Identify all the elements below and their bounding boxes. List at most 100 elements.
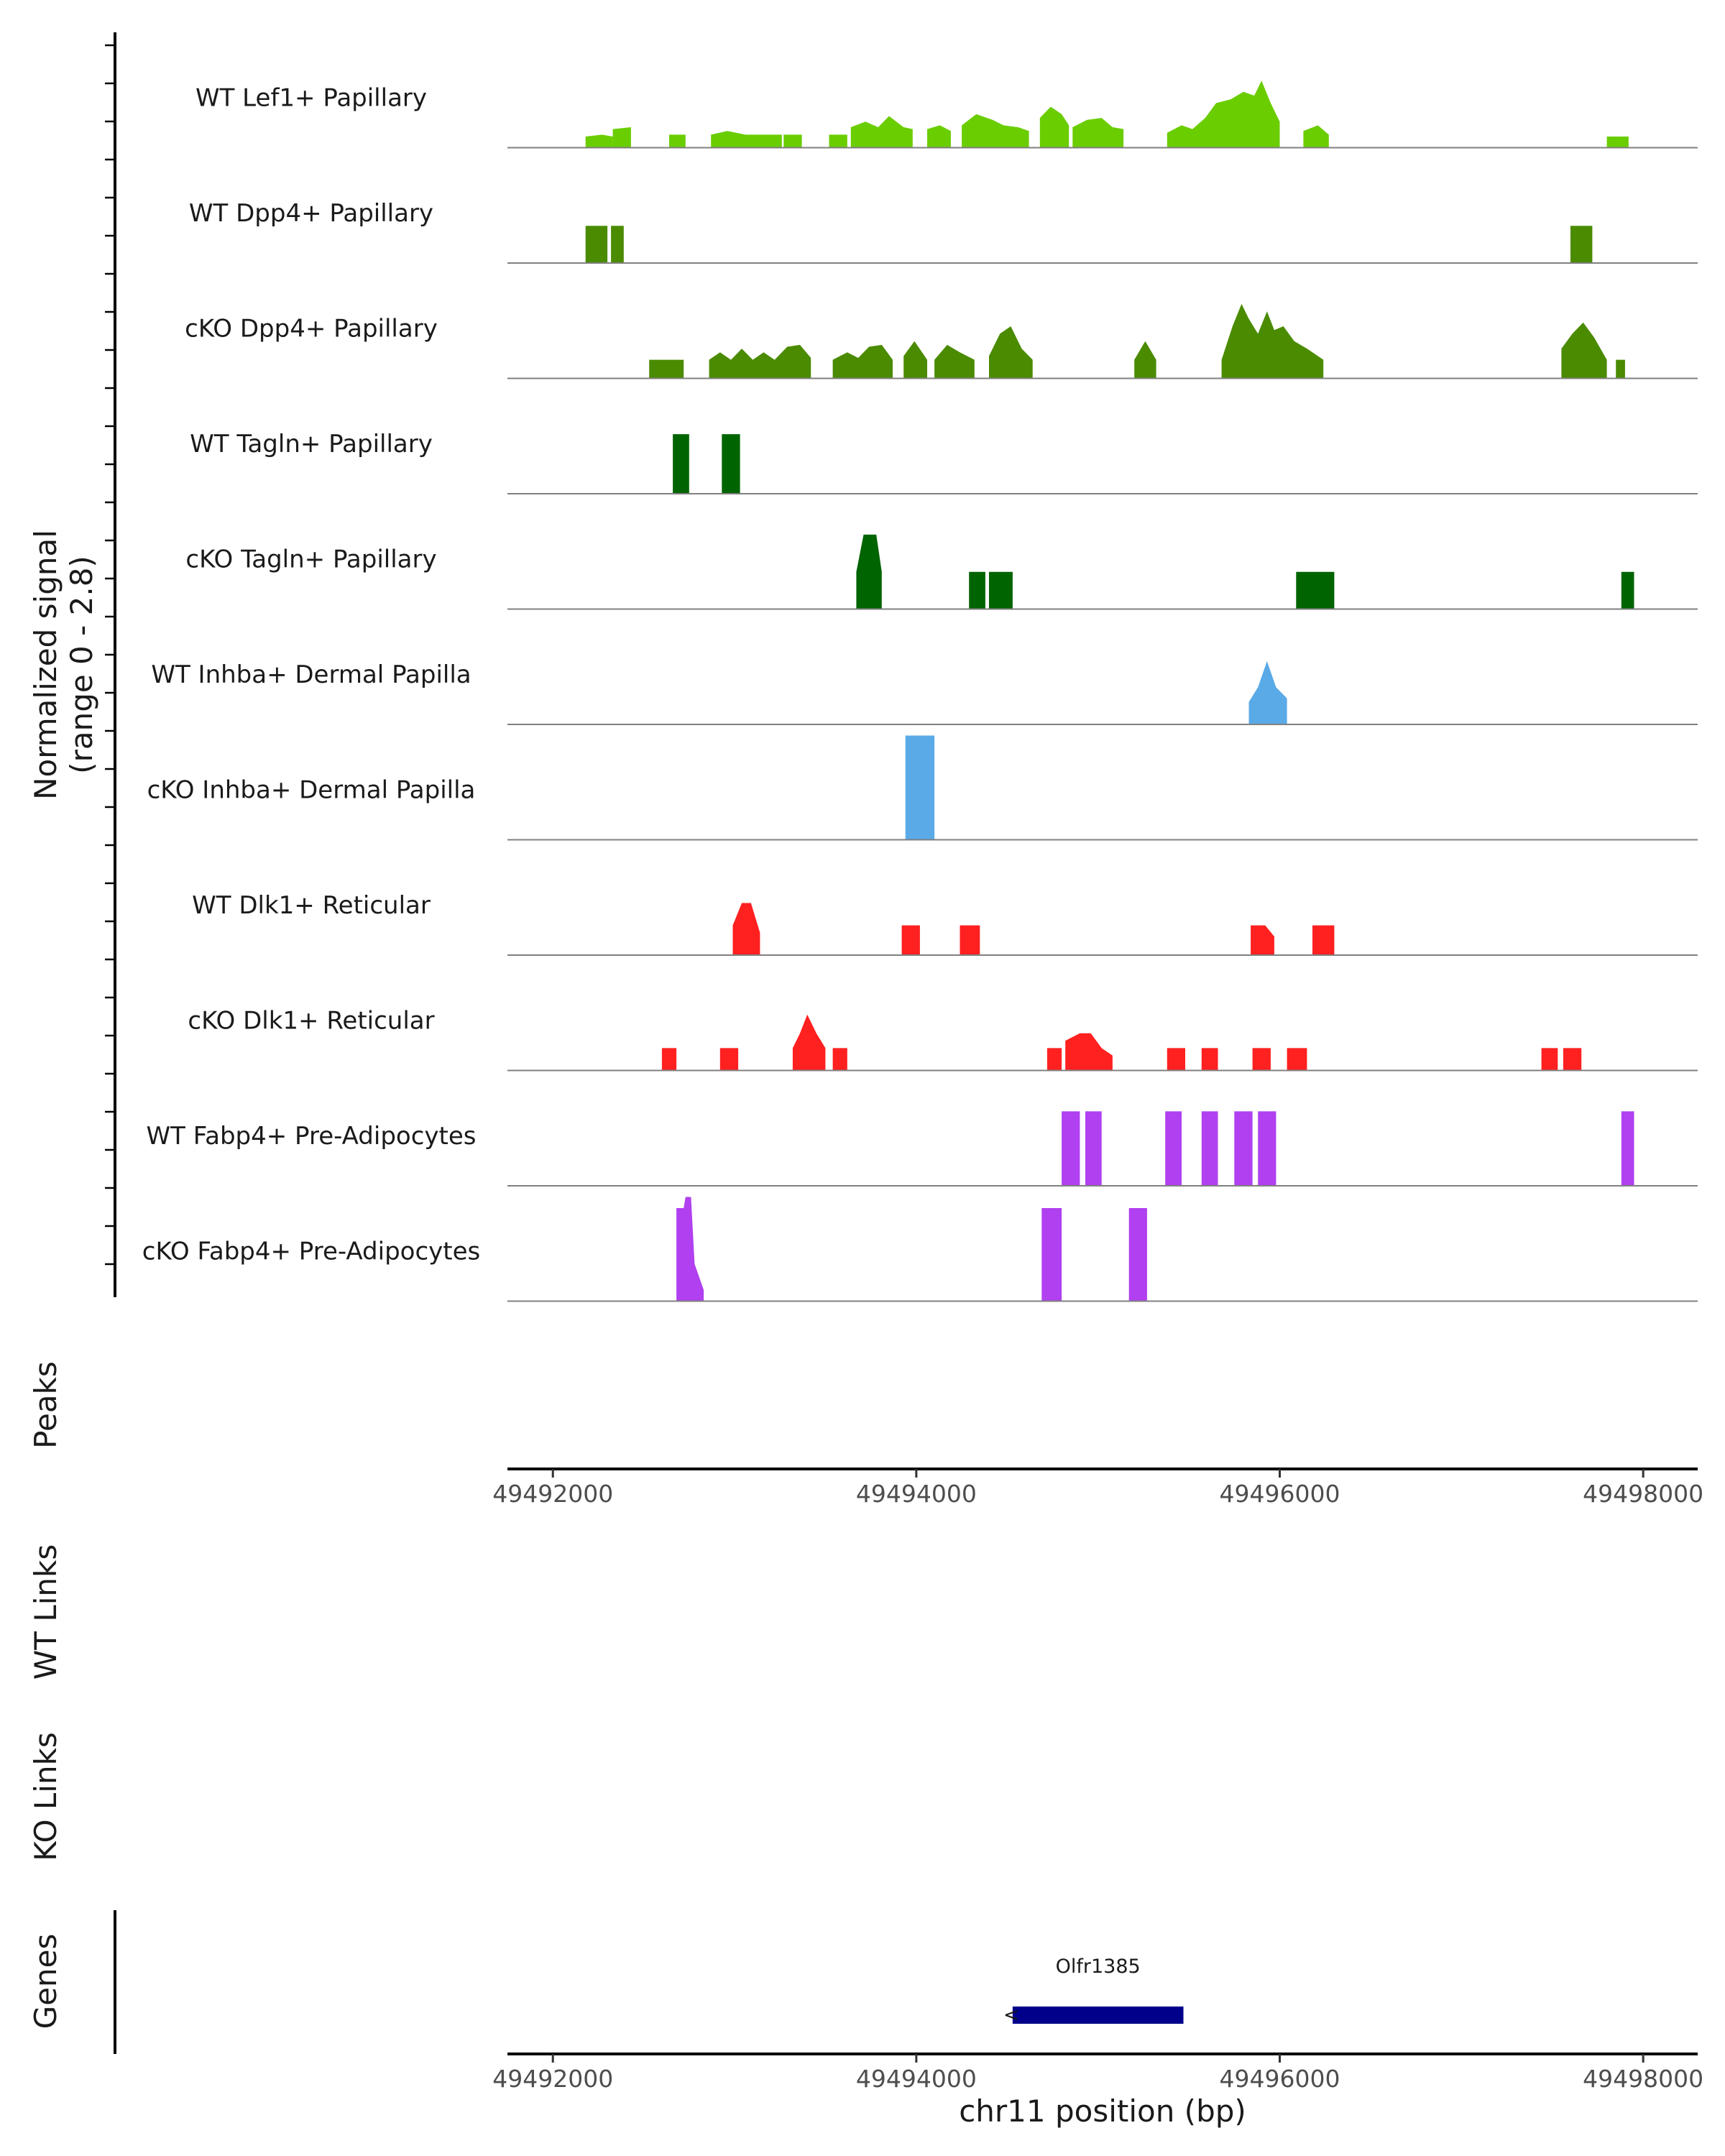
coverage-peak: [1541, 1048, 1558, 1071]
coverage-peak: [1252, 1048, 1271, 1071]
x-tick-label: 49494000: [856, 1480, 977, 1508]
coverage-peak: [612, 127, 631, 148]
track-label: cKO Dpp4+ Papillary: [185, 315, 438, 344]
signal-y-axis-ticks: [105, 44, 115, 1266]
gene-label: Olfr1385: [1056, 1955, 1141, 1978]
gene-olfr1385: Olfr1385 <: [1003, 1955, 1184, 2026]
coverage-peak: [1287, 1048, 1307, 1071]
track-wt-inhba-dermal-papilla: WT Inhba+ Dermal Papilla: [151, 660, 1698, 725]
coverage-peak: [585, 226, 608, 263]
track-label: cKO Dlk1+ Reticular: [188, 1007, 434, 1036]
coverage-peak: [1167, 1048, 1185, 1071]
coverage-peak: [1251, 925, 1274, 955]
x-tick-label: 49494000: [856, 2065, 977, 2093]
panel-title-ko-links: KO Links: [28, 1732, 63, 1861]
coverage-peak: [1201, 1111, 1218, 1186]
coverage-peak: [1085, 1111, 1102, 1186]
gene-annotations: Olfr1385 <: [1003, 1955, 1184, 2026]
coverage-peak: [1234, 1111, 1253, 1186]
coverage-peak: [673, 434, 689, 494]
coverage-peak: [903, 341, 927, 379]
x-axis-title: chr11 position (bp): [959, 2093, 1246, 2129]
coverage-peak: [989, 571, 1013, 609]
coverage-peak: [1248, 661, 1287, 724]
coverage-peak: [792, 1014, 826, 1071]
track-cko-dlk1-reticular: cKO Dlk1+ Reticular: [188, 1007, 1698, 1072]
coverage-peak: [1621, 1111, 1634, 1186]
genes-panel: Genes Olfr1385 < 49492000 49494000 49496000…: [28, 1910, 1703, 2129]
coverage-peak: [1128, 1208, 1147, 1302]
track-label: cKO Inhba+ Dermal Papilla: [147, 776, 476, 805]
coverage-peak: [829, 134, 847, 148]
track-wt-fabp4-pre-adipocytes: WT Fabp4+ Pre-Adipocytes: [147, 1111, 1698, 1187]
track-wt-dpp4-papillary: WT Dpp4+ Papillary: [189, 199, 1698, 264]
track-cko-inhba-dermal-papilla: cKO Inhba+ Dermal Papilla: [147, 735, 1698, 841]
coverage-peak: [960, 925, 980, 955]
track-cko-dpp4-papillary: cKO Dpp4+ Papillary: [185, 303, 1698, 379]
signal-y-axis-range: (range 0 - 2.8): [64, 556, 99, 774]
track-label: cKO Tagln+ Papillary: [185, 545, 436, 574]
gene-exon: [1012, 2007, 1184, 2024]
coverage-peak: [1221, 303, 1324, 379]
coverage-peak: [1258, 1111, 1276, 1186]
signal-y-axis-title: Normalized signal: [28, 530, 63, 800]
x-tick-label: 49498000: [1583, 2065, 1703, 2093]
track-label: cKO Fabp4+ Pre-Adipocytes: [142, 1238, 481, 1266]
signal-y-axis: Normalized signal (range 0 - 2.8): [28, 32, 116, 1297]
coverage-peak: [709, 344, 811, 379]
coverage-peak: [585, 134, 613, 148]
track-wt-dlk1-reticular: WT Dlk1+ Reticular: [192, 891, 1698, 956]
coverage-peak: [1312, 925, 1335, 955]
track-label: WT Fabp4+ Pre-Adipocytes: [147, 1122, 477, 1151]
coverage-peak: [1167, 80, 1280, 148]
track-cko-fabp4-pre-adipocytes: cKO Fabp4+ Pre-Adipocytes: [142, 1197, 1698, 1302]
gene-strand-arrow: <: [1003, 2004, 1019, 2026]
coverage-peak: [1621, 571, 1634, 609]
coverage-peak: [1062, 1111, 1080, 1186]
coverage-peak: [1201, 1048, 1218, 1071]
coverage-peak: [722, 434, 740, 494]
coverage-peak: [1570, 226, 1593, 263]
coverage-peak: [1563, 1048, 1582, 1071]
coverage-peak: [1041, 1208, 1062, 1302]
coverage-peak: [832, 344, 893, 379]
coverage-peak: [905, 735, 935, 840]
track-label: WT Inhba+ Dermal Papilla: [151, 660, 471, 689]
track-cko-tagln-papillary: cKO Tagln+ Papillary: [185, 534, 1698, 610]
coverage-peak: [661, 1048, 677, 1071]
links-panels: WT Links KO Links: [28, 1544, 63, 1861]
coverage-peak: [783, 134, 802, 148]
coverage-peak: [1561, 322, 1607, 379]
coverage-peak: [611, 226, 624, 263]
coverage-peak: [732, 903, 760, 955]
x-tick-label: 49496000: [1220, 1480, 1340, 1508]
coverage-peak: [676, 1197, 704, 1302]
coverage-peak: [719, 1048, 739, 1071]
coverage-peak: [1065, 1033, 1113, 1071]
coverage-peak: [1165, 1111, 1182, 1186]
coverage-peak: [1046, 1048, 1062, 1071]
coverage-peak: [962, 114, 1029, 148]
coverage-peak: [856, 534, 882, 609]
panel-title-peaks: Peaks: [28, 1361, 63, 1449]
coverage-peak: [1039, 106, 1070, 148]
panel-title-wt-links: WT Links: [28, 1544, 63, 1680]
coverage-peak: [649, 359, 684, 379]
coverage-peak: [832, 1048, 847, 1071]
genes-x-axis-ticks: 49492000 49494000 49496000 49498000: [492, 2054, 1703, 2093]
track-label: WT Dpp4+ Papillary: [189, 199, 433, 228]
coverage-peak: [927, 125, 951, 148]
track-label: WT Tagln+ Papillary: [190, 430, 433, 459]
coverage-peak: [989, 326, 1033, 379]
track-label: WT Dlk1+ Reticular: [192, 891, 431, 920]
track-wt-tagln-papillary: WT Tagln+ Papillary: [190, 430, 1698, 494]
x-tick-label: 49492000: [492, 2065, 613, 2093]
coverage-peak: [1616, 359, 1625, 379]
coverage-peak: [1296, 571, 1335, 609]
coverage-peak: [934, 344, 975, 379]
coverage-peak: [850, 116, 913, 148]
coverage-peak: [669, 134, 686, 148]
peaks-x-axis-ticks: 49492000 49494000 49496000 49498000: [492, 1469, 1703, 1508]
coverage-peak: [1606, 137, 1629, 148]
